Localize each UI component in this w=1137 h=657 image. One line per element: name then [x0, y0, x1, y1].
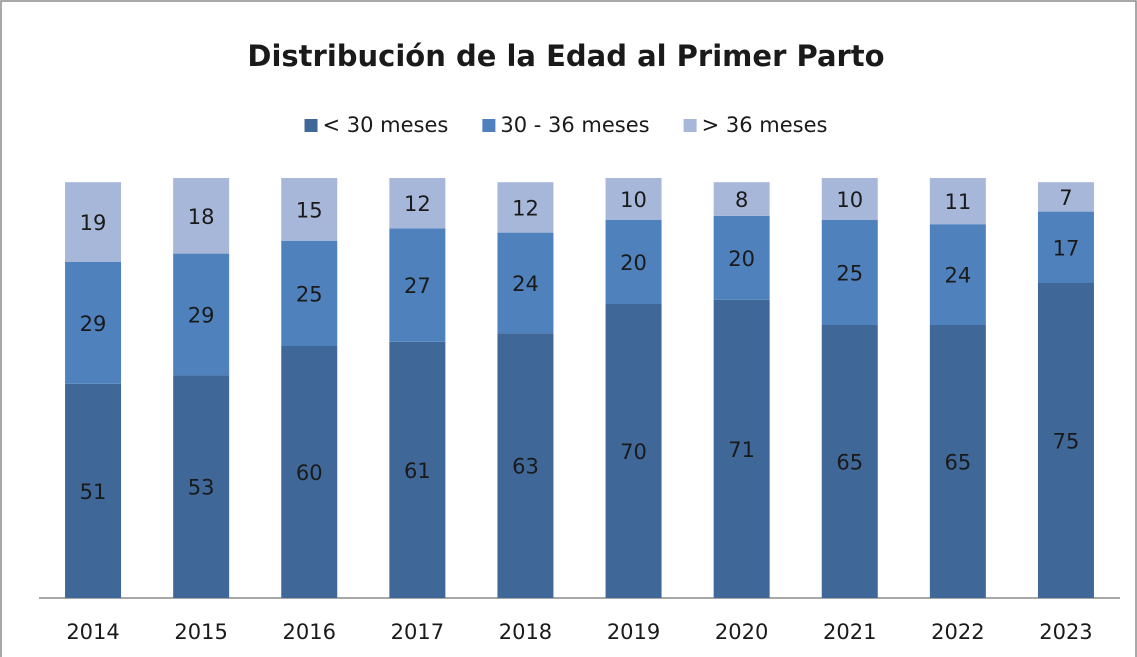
data-label: 63 [512, 455, 539, 479]
data-label: 51 [80, 480, 107, 504]
bar-segment [605, 220, 662, 304]
bar-segment [929, 224, 986, 325]
data-label: 12 [404, 192, 431, 216]
data-label: 60 [296, 461, 323, 485]
bar-segment [821, 220, 878, 325]
bar-segment [389, 228, 446, 342]
data-label: 53 [188, 476, 215, 500]
data-label: 20 [728, 247, 755, 271]
x-tick-label: 2014 [66, 620, 119, 644]
data-label: 29 [188, 304, 215, 328]
bar-segment [1037, 211, 1094, 283]
bar-segment [605, 178, 662, 220]
bar-segment [65, 262, 122, 384]
bar-segment [389, 178, 446, 229]
legend-label: 30 - 36 meses [500, 113, 649, 137]
bar-segment [1037, 283, 1094, 598]
bar-segment [821, 325, 878, 598]
bar-segment [173, 178, 230, 254]
x-tick-label: 2016 [283, 620, 336, 644]
bar-segment [497, 333, 554, 598]
bar-segment [389, 341, 446, 598]
data-label: 18 [188, 205, 215, 229]
bar-segment [497, 182, 554, 233]
bar-segment [929, 325, 986, 598]
bar-segment [281, 241, 338, 346]
bar-segment [713, 299, 770, 598]
bar-segment [713, 215, 770, 300]
bar-segment [929, 178, 986, 225]
bar-segment [281, 178, 338, 241]
legend-label: < 30 meses [323, 113, 449, 137]
bar-segment [281, 346, 338, 598]
data-label: 65 [944, 451, 971, 475]
legend-swatch [482, 119, 496, 132]
bar-segment [65, 383, 122, 598]
data-label: 20 [620, 251, 647, 275]
x-tick-label: 2022 [931, 620, 984, 644]
data-label: 25 [836, 262, 863, 286]
data-label: 12 [512, 196, 539, 220]
data-label: 15 [296, 199, 323, 223]
data-label: 25 [296, 283, 323, 307]
data-label: 75 [1053, 430, 1080, 454]
data-label: 27 [404, 274, 431, 298]
data-label: 10 [836, 188, 863, 212]
x-tick-label: 2020 [715, 620, 768, 644]
data-label: 8 [735, 188, 748, 212]
data-label: 11 [944, 190, 971, 214]
data-label: 71 [728, 438, 755, 462]
data-label: 61 [404, 459, 431, 483]
x-tick-label: 2017 [391, 620, 444, 644]
bar-segment [173, 375, 230, 598]
x-tick-label: 2019 [607, 620, 660, 644]
data-label: 24 [512, 272, 539, 296]
data-label: 10 [620, 188, 647, 212]
data-label: 29 [80, 312, 107, 336]
bar-segment [605, 304, 662, 598]
x-tick-label: 2021 [823, 620, 876, 644]
data-label: 7 [1059, 186, 1072, 210]
chart-title: Distribución de la Edad al Primer Parto [247, 39, 884, 73]
bar-segment [173, 253, 230, 376]
legend-swatch [304, 119, 318, 132]
x-tick-label: 2023 [1039, 620, 1092, 644]
data-label: 19 [80, 211, 107, 235]
x-tick-label: 2015 [174, 620, 227, 644]
data-label: 17 [1053, 236, 1080, 260]
legend-swatch [683, 119, 697, 132]
bar-segment [821, 178, 878, 220]
legend-label: > 36 meses [702, 113, 828, 137]
data-label: 65 [836, 451, 863, 475]
bar-segment [1037, 182, 1094, 212]
bar-segment [713, 182, 770, 216]
data-label: 24 [944, 264, 971, 288]
bar-segment [497, 232, 554, 334]
bar-segment [65, 182, 122, 262]
x-tick-label: 2018 [499, 620, 552, 644]
data-label: 70 [620, 440, 647, 464]
